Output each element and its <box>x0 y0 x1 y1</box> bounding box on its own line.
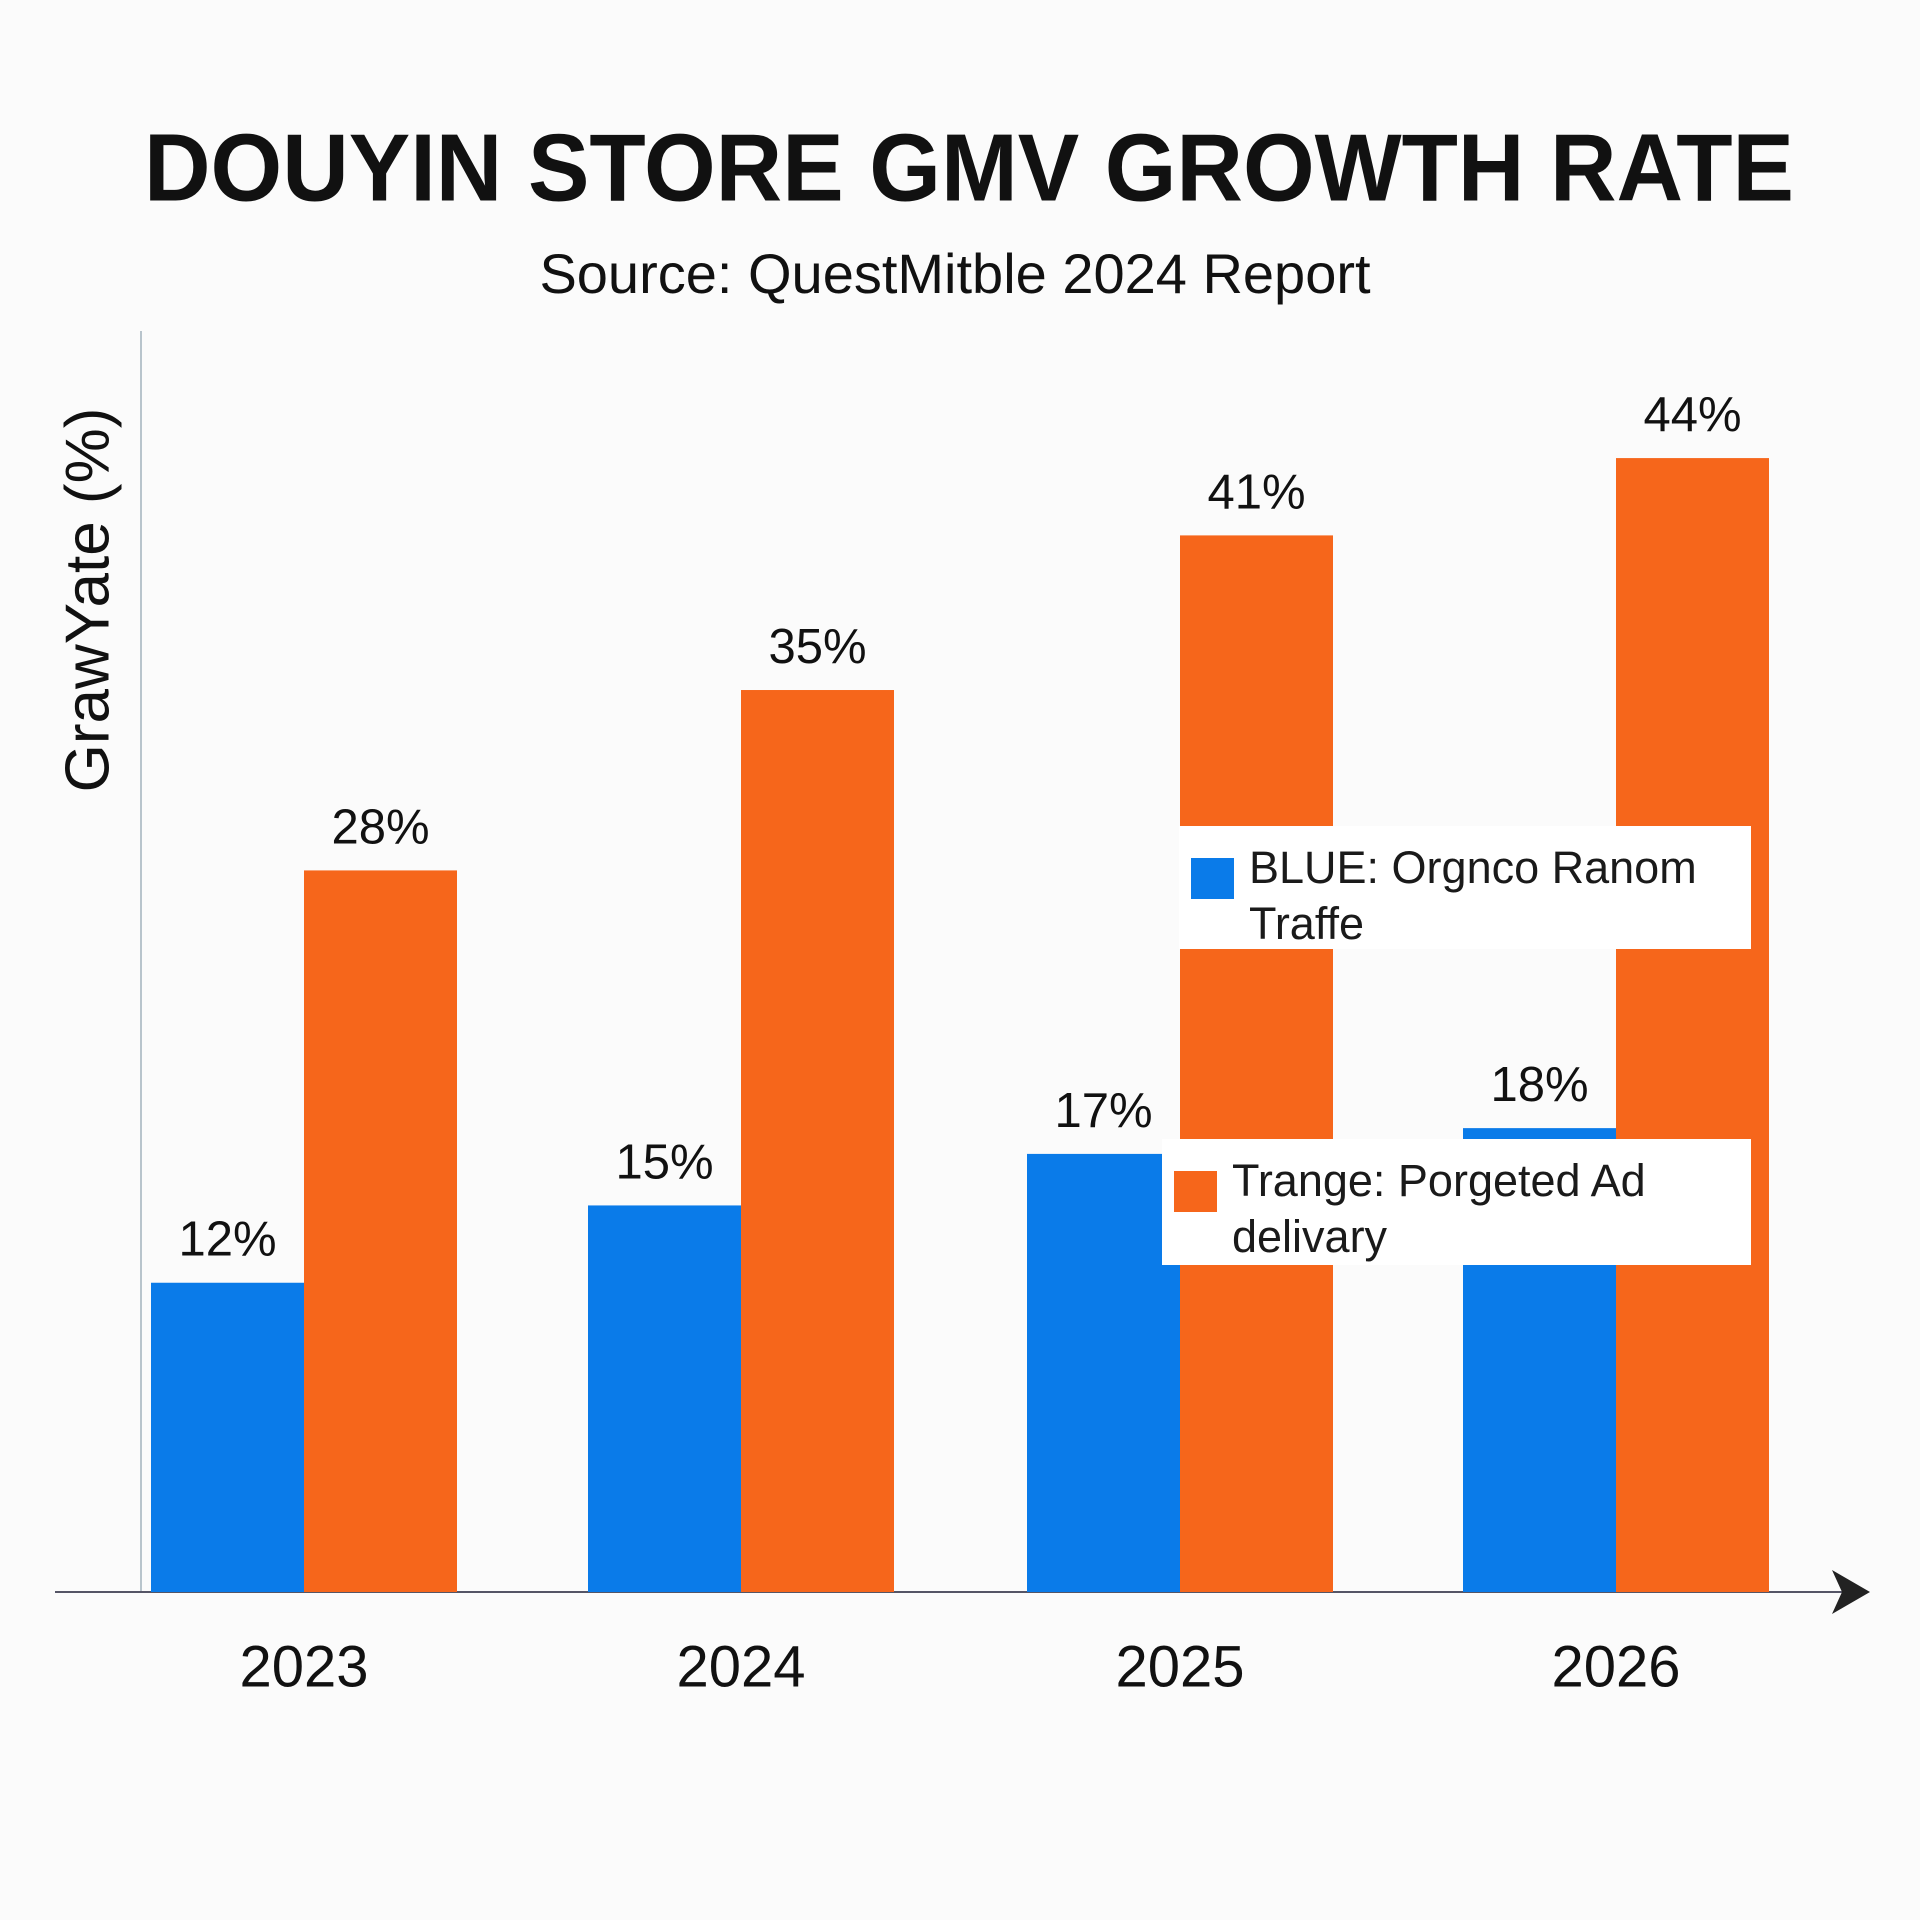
legend-label: Trange: Porgeted Ad delivary <box>1232 1155 1646 1262</box>
data-label: 44% <box>1643 388 1741 442</box>
legend-label: BLUE: Orgnco Ranom Traffe <box>1249 842 1697 949</box>
bar <box>1027 1153 1180 1592</box>
legend-swatch <box>1174 1171 1217 1212</box>
chart-subtitle: Source: QuestMitble 2024 Report <box>539 242 1371 305</box>
data-label: 28% <box>331 800 429 854</box>
legend-item: BLUE: Orgnco Ranom Traffe <box>1179 826 1751 949</box>
bar <box>1180 535 1333 1593</box>
data-label: 41% <box>1207 465 1305 519</box>
bar <box>741 690 894 1592</box>
y-axis-label: GrawYate (%) <box>53 408 122 793</box>
data-label: 15% <box>615 1135 713 1189</box>
legend-item: Trange: Porgeted Ad delivary <box>1162 1139 1751 1265</box>
x-axis-arrow <box>1832 1570 1870 1614</box>
data-label: 35% <box>768 620 866 674</box>
bar <box>304 870 457 1592</box>
bar <box>151 1282 304 1592</box>
data-label: 12% <box>178 1213 276 1267</box>
x-tick-label: 2024 <box>676 1634 805 1699</box>
data-label: 18% <box>1490 1058 1588 1112</box>
data-label: 17% <box>1054 1084 1152 1138</box>
bar <box>1616 458 1769 1592</box>
bar <box>588 1205 741 1592</box>
x-tick-label: 2023 <box>239 1634 368 1699</box>
chart-title: DOUYIN STORE GMV GROWTH RATE <box>144 114 1794 221</box>
legend-swatch <box>1191 858 1234 899</box>
x-tick-label: 2026 <box>1551 1634 1680 1699</box>
x-tick-label: 2025 <box>1115 1634 1244 1699</box>
